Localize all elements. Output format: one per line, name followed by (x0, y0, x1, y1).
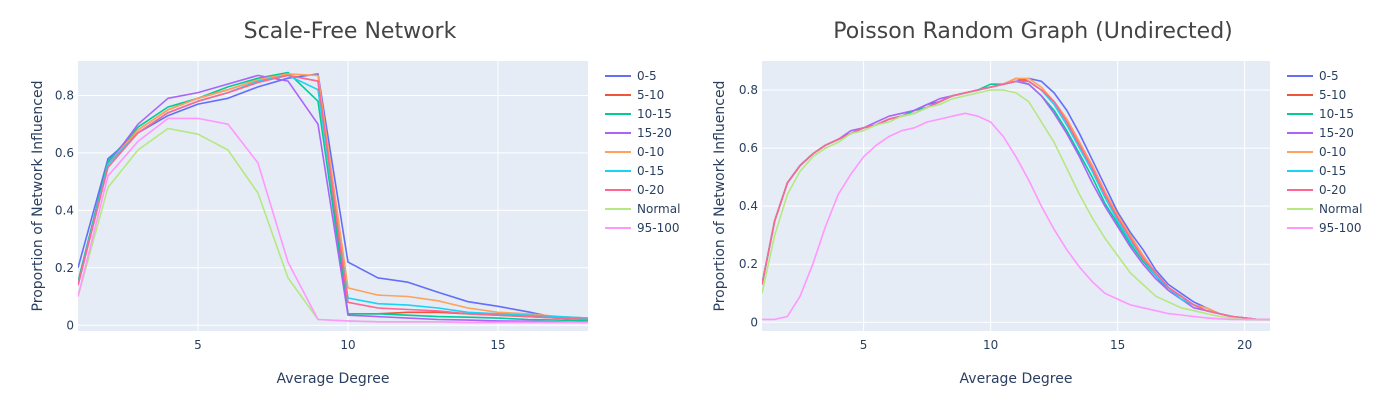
legend: 0-5 5-10 10-15 15-20 0-10 0-15 0-20 Normal 95-10… (605, 69, 680, 235)
legend-item-5-10[interactable]: 5-10 (605, 88, 664, 102)
legend-label: 0-5 (1319, 69, 1339, 83)
series-group (78, 71, 588, 324)
legend-label: 0-20 (637, 183, 664, 197)
chart-panel-1: 5 10 15 0 0.2 0.4 0.6 0.8 Scale-Free Network Aver… (30, 19, 680, 387)
legend-item-15-20[interactable]: 15-20 (605, 126, 672, 140)
legend-label: Normal (1319, 202, 1362, 216)
y-tick-label: 0.4 (55, 203, 74, 217)
series-line-0-5 (78, 73, 588, 320)
y-tick-label: 0.4 (739, 199, 758, 213)
legend-label: 0-15 (1319, 164, 1346, 178)
x-tick-label: 15 (1110, 338, 1125, 352)
legend-label: 5-10 (637, 88, 664, 102)
legend-item-0-5[interactable]: 0-5 (1287, 69, 1339, 83)
x-tick-label: 5 (194, 338, 202, 352)
series-line-0-10 (78, 73, 588, 319)
y-tick-label: 0.6 (55, 146, 74, 160)
legend-label: 10-15 (1319, 107, 1354, 121)
y-tick-label: 0 (750, 315, 758, 329)
legend-label: 0-5 (637, 69, 657, 83)
legend-label: 0-15 (637, 164, 664, 178)
x-axis-title: Average Degree (277, 371, 390, 387)
legend-item-95-100[interactable]: 95-100 (605, 221, 680, 235)
legend-item-0-15[interactable]: 0-15 (605, 164, 664, 178)
legend-item-0-15[interactable]: 0-15 (1287, 164, 1346, 178)
legend-item-0-20[interactable]: 0-20 (605, 183, 664, 197)
y-tick-label: 0.2 (739, 257, 758, 271)
series-line-15-20 (78, 74, 588, 324)
y-tick-label: 0 (66, 318, 74, 332)
x-tick-label: 20 (1237, 338, 1252, 352)
series-group (762, 77, 1270, 321)
legend-item-15-20[interactable]: 15-20 (1287, 126, 1354, 140)
legend-label: 95-100 (1319, 221, 1362, 235)
legend-label: 15-20 (637, 126, 672, 140)
legend-item-0-20[interactable]: 0-20 (1287, 183, 1346, 197)
legend-label: 15-20 (1319, 126, 1354, 140)
x-tick-label: 15 (490, 338, 505, 352)
legend-label: 0-10 (1319, 145, 1346, 159)
y-axis-title: Proportion of Network Influenced (712, 81, 728, 312)
chart-panel-2: 5 10 15 20 0 0.2 0.4 0.6 0.8 Poisson Random Graph… (712, 19, 1362, 387)
legend-item-Normal[interactable]: Normal (605, 202, 680, 216)
legend-label: 95-100 (637, 221, 680, 235)
chart-title: Poisson Random Graph (Undirected) (833, 19, 1233, 44)
x-tick-label: 5 (860, 338, 868, 352)
series-line-95-100 (762, 112, 1270, 321)
series-line-Normal (762, 89, 1270, 321)
series-line-10-15 (78, 71, 588, 322)
legend-item-10-15[interactable]: 10-15 (605, 107, 672, 121)
legend-item-5-10[interactable]: 5-10 (1287, 88, 1346, 102)
legend: 0-5 5-10 10-15 15-20 0-10 0-15 0-20 Normal 95-10… (1287, 69, 1362, 235)
y-tick-label: 0.6 (739, 141, 758, 155)
x-tick-label: 10 (340, 338, 355, 352)
legend-item-Normal[interactable]: Normal (1287, 202, 1362, 216)
legend-item-0-10[interactable]: 0-10 (605, 145, 664, 159)
x-axis-title: Average Degree (960, 371, 1073, 387)
legend-label: 0-20 (1319, 183, 1346, 197)
chart-title: Scale-Free Network (244, 19, 457, 44)
legend-label: 5-10 (1319, 88, 1346, 102)
x-tick-label: 10 (983, 338, 998, 352)
legend-item-95-100[interactable]: 95-100 (1287, 221, 1362, 235)
y-tick-label: 0.8 (55, 88, 74, 102)
plot-area (762, 61, 1270, 331)
legend-label: Normal (637, 202, 680, 216)
legend-item-10-15[interactable]: 10-15 (1287, 107, 1354, 121)
series-line-0-20 (78, 74, 588, 321)
legend-item-0-10[interactable]: 0-10 (1287, 145, 1346, 159)
legend-item-0-5[interactable]: 0-5 (605, 69, 657, 83)
y-axis-title: Proportion of Network Influenced (30, 81, 46, 312)
series-line-95-100 (78, 117, 588, 324)
y-tick-label: 0.2 (55, 261, 74, 275)
legend-label: 0-10 (637, 145, 664, 159)
legend-label: 10-15 (637, 107, 672, 121)
y-tick-label: 0.8 (739, 83, 758, 97)
